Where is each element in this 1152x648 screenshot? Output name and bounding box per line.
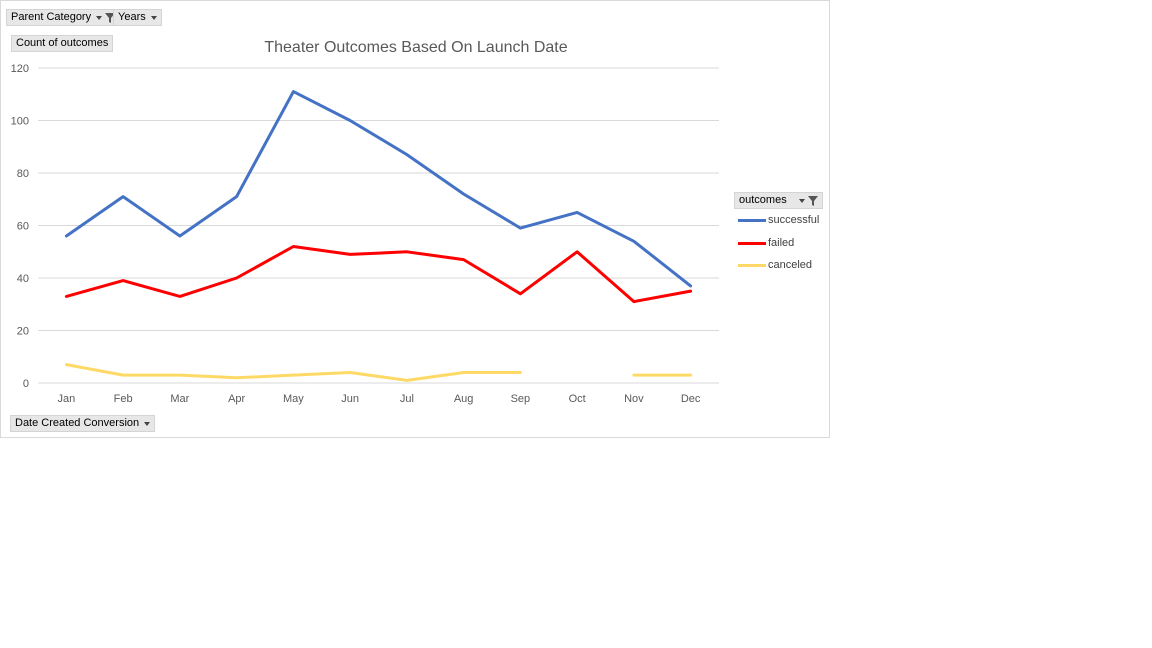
years-label: Years	[118, 11, 146, 23]
data-point-successful-sep	[518, 226, 522, 230]
legend-label-canceled: canceled	[768, 259, 813, 271]
chart-plot-area: 0 20 40 60 80 100 120 Jan Feb Mar Apr May Jun Jul Aug S…	[11, 63, 719, 405]
data-point-failed-sep	[518, 292, 522, 296]
chart-title: Theater Outcomes Based On Launch Date	[264, 39, 568, 56]
data-point-canceled-jan	[64, 363, 68, 367]
y-tick-label-0: 0	[23, 378, 29, 390]
x-tick-label-mar: Mar	[170, 393, 189, 405]
x-tick-label-jul: Jul	[400, 393, 414, 405]
data-point-failed-jul	[405, 250, 409, 254]
data-point-failed-jan	[64, 294, 68, 298]
x-tick-label-sep: Sep	[511, 393, 531, 405]
x-tick-label-feb: Feb	[114, 393, 133, 405]
data-point-canceled-mar	[178, 373, 182, 377]
parent-category-label: Parent Category	[11, 11, 92, 23]
data-point-successful-dec	[689, 284, 693, 288]
legend-item-failed[interactable]: failed	[738, 236, 794, 250]
data-point-failed-jun	[348, 252, 352, 256]
data-point-failed-dec	[689, 289, 693, 293]
data-point-failed-mar	[178, 294, 182, 298]
value-field-button[interactable]: Count of outcomes	[11, 35, 114, 52]
chevron-down-icon	[144, 421, 151, 426]
x-tick-label-aug: Aug	[454, 393, 474, 405]
data-point-canceled-jun	[348, 371, 352, 375]
data-point-successful-mar	[178, 234, 182, 238]
legend-label-successful: successful	[768, 214, 820, 226]
data-point-successful-oct	[575, 210, 579, 214]
legend-swatch-failed	[738, 241, 766, 245]
y-tick-label-40: 40	[17, 273, 29, 285]
y-tick-label-60: 60	[17, 221, 29, 233]
data-point-successful-may	[291, 90, 295, 94]
data-point-canceled-feb	[121, 373, 125, 377]
legend-swatch-canceled	[738, 263, 766, 267]
x-tick-label-oct: Oct	[569, 393, 586, 405]
chevron-down-icon	[150, 15, 157, 20]
series-line-canceled-seg-0	[64, 363, 522, 382]
axis-field-label: Date Created Conversion	[15, 417, 140, 429]
x-tick-label-dec: Dec	[681, 393, 701, 405]
pivot-chart[interactable]: 0 20 40 60 80 100 120 Jan Feb Mar Apr May Jun Jul Aug S…	[0, 0, 830, 438]
data-point-canceled-aug	[462, 371, 466, 375]
x-tick-label-jun: Jun	[341, 393, 359, 405]
y-tick-label-120: 120	[11, 63, 29, 75]
legend-item-successful[interactable]: successful	[738, 213, 819, 227]
filter-funnel-icon	[808, 195, 818, 206]
data-point-successful-jun	[348, 119, 352, 123]
y-tick-label-80: 80	[17, 168, 29, 180]
data-point-failed-aug	[462, 258, 466, 262]
value-field-label: Count of outcomes	[16, 37, 109, 49]
data-point-successful-apr	[235, 195, 239, 199]
legend-swatch-successful	[738, 218, 766, 222]
data-point-canceled-nov	[632, 373, 636, 377]
chevron-down-icon	[799, 198, 805, 203]
data-point-failed-oct	[575, 250, 579, 254]
data-point-canceled-apr	[235, 376, 239, 380]
y-tick-label-20: 20	[17, 326, 29, 338]
data-point-canceled-sep	[518, 371, 522, 375]
chevron-down-icon	[96, 15, 103, 20]
data-point-failed-apr	[235, 276, 239, 280]
legend-label-failed: failed	[768, 237, 795, 249]
data-point-canceled-dec	[689, 373, 693, 377]
data-point-failed-may	[291, 245, 295, 249]
data-point-successful-feb	[121, 195, 125, 199]
series-line-failed	[64, 245, 693, 304]
x-tick-label-may: May	[283, 393, 304, 405]
y-tick-label-100: 100	[11, 116, 29, 128]
data-point-failed-feb	[121, 279, 125, 283]
x-tick-label-jan: Jan	[58, 393, 76, 405]
data-point-successful-jan	[64, 234, 68, 238]
data-point-canceled-may	[291, 373, 295, 377]
data-point-successful-nov	[632, 239, 636, 243]
legend-field-button[interactable]: outcomes	[734, 192, 823, 209]
x-tick-label-apr: Apr	[228, 393, 245, 405]
legend-field-label: outcomes	[739, 194, 787, 206]
data-point-successful-aug	[462, 192, 466, 196]
legend-item-canceled[interactable]: canceled	[738, 258, 812, 272]
parent-category-filter-button[interactable]: Parent Category	[6, 9, 121, 26]
data-point-failed-nov	[632, 300, 636, 304]
series-line-successful	[64, 90, 693, 288]
filter-funnel-icon	[105, 12, 116, 23]
years-filter-button[interactable]: Years	[113, 9, 162, 26]
axis-field-button[interactable]: Date Created Conversion	[10, 415, 156, 432]
x-tick-label-nov: Nov	[624, 393, 644, 405]
data-point-successful-jul	[405, 153, 409, 157]
data-point-canceled-jul	[405, 378, 409, 382]
